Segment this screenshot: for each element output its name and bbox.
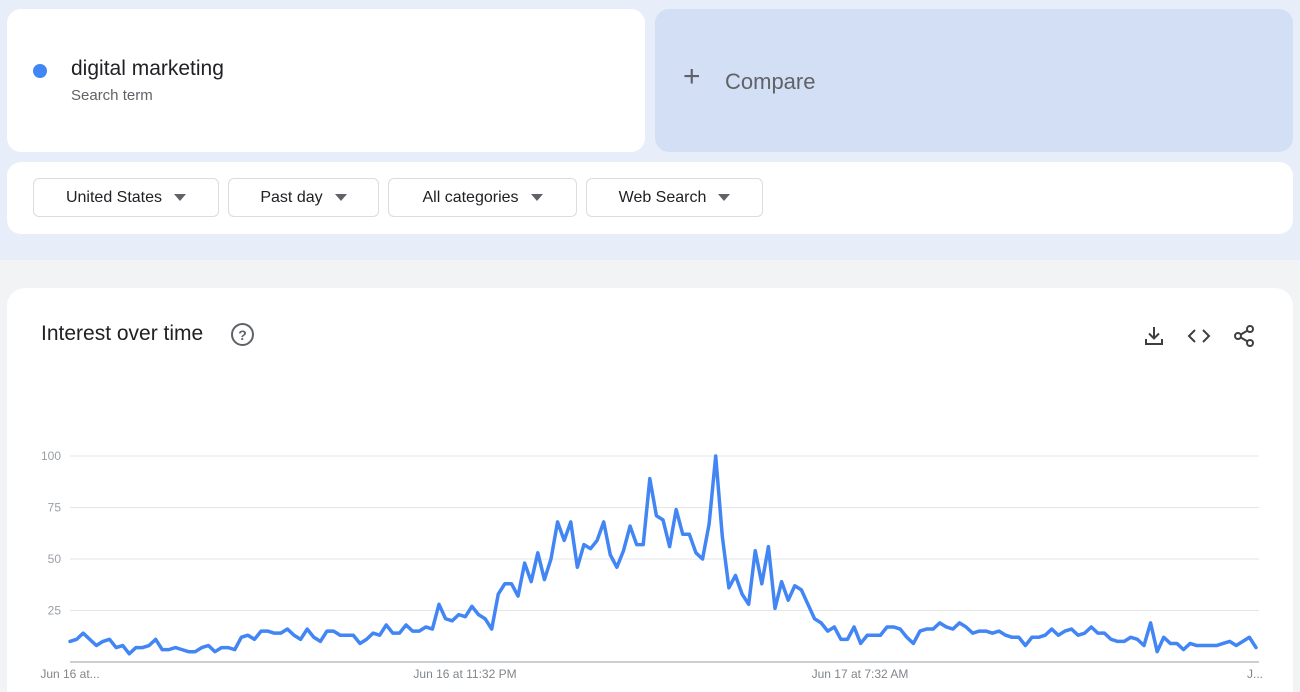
y-tick-label: 100 [41,449,61,463]
y-tick-label: 25 [48,604,62,618]
region-dropdown[interactable]: United States [33,178,219,217]
chart-gridlines [70,455,1259,611]
x-tick-label: Jun 16 at 11:32 PM [413,667,516,681]
compare-button[interactable] [655,9,1293,152]
download-icon[interactable] [1142,324,1166,348]
search-term-card[interactable] [7,9,645,152]
category-value: All categories [422,188,519,206]
term-color-dot [33,64,47,78]
search-property-dropdown[interactable]: Web Search [586,178,763,217]
series-line[interactable] [68,454,1258,656]
time-period-dropdown[interactable]: Past day [228,178,379,217]
x-tick-label: Jun 16 at... [40,667,99,681]
y-tick-label: 50 [48,552,62,566]
caret-down-icon [334,194,347,201]
plus-icon: + [683,60,701,93]
help-circle-icon[interactable]: ? [231,323,254,346]
category-dropdown[interactable]: All categories [388,178,577,217]
time-period-value: Past day [260,188,323,206]
y-axis-ticks: 100 75 50 25 [41,449,61,618]
caret-down-icon [718,194,731,201]
share-icon[interactable] [1232,324,1256,348]
y-tick-label: 75 [48,501,62,515]
search-property-value: Web Search [618,188,707,206]
search-term-name[interactable]: digital marketing [71,57,224,80]
search-term-subtitle: Search term [71,87,153,104]
chart-series [68,454,1258,656]
x-tick-label: Jun 17 at 7:32 AM [812,667,909,681]
region-value: United States [65,188,163,206]
x-axis-ticks: Jun 16 at... Jun 16 at 11:32 PM Jun 17 at … [40,667,1263,681]
caret-down-icon [530,194,543,201]
compare-label: Compare [725,69,816,94]
caret-down-icon [174,194,187,201]
panel-title: Interest over time [41,322,204,345]
x-tick-label: J... [1247,667,1263,681]
embed-code-icon[interactable] [1187,324,1211,348]
